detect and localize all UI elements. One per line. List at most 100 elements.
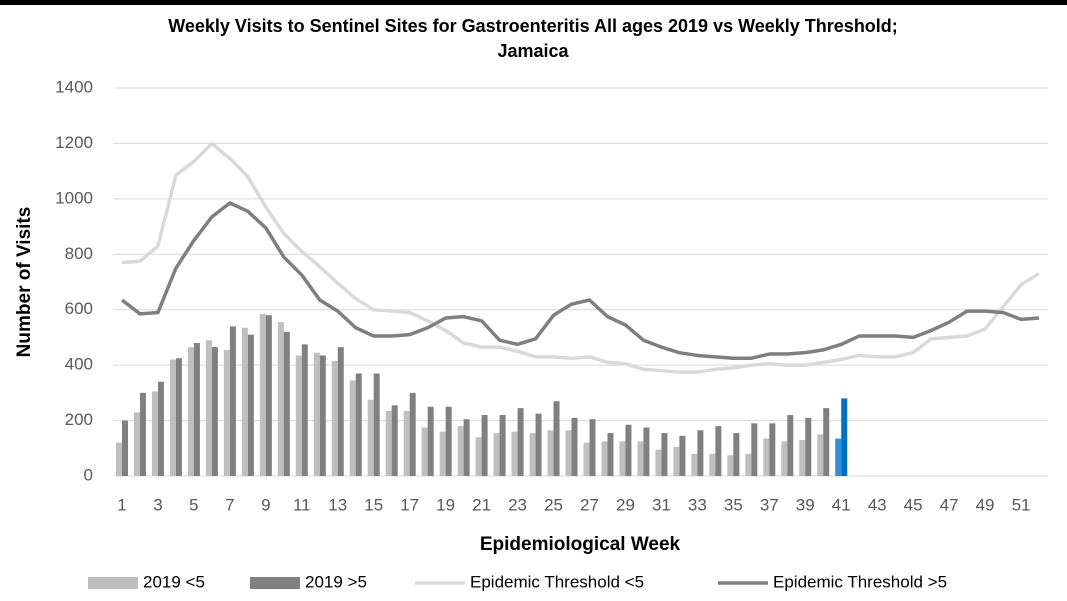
bar — [319, 355, 326, 476]
y-tick-label: 1200 — [55, 133, 93, 152]
y-tick-label: 1400 — [55, 77, 93, 96]
x-tick-label: 19 — [436, 495, 455, 514]
bar — [625, 424, 632, 476]
x-tick-label: 21 — [472, 495, 491, 514]
x-tick-label: 5 — [189, 495, 198, 514]
bar — [697, 430, 704, 476]
bar — [679, 435, 686, 476]
y-tick-label: 600 — [65, 299, 93, 318]
bar — [805, 417, 812, 476]
bar — [259, 313, 266, 476]
bar — [661, 433, 668, 476]
bar — [763, 438, 770, 476]
y-tick-label: 1000 — [55, 188, 93, 207]
bar — [817, 434, 824, 476]
bar — [193, 342, 200, 476]
y-axis-title: Number of Visits — [14, 207, 35, 358]
bar — [421, 427, 428, 476]
x-tick-label: 33 — [688, 495, 707, 514]
x-tick-label: 23 — [508, 495, 527, 514]
x-tick-label: 31 — [652, 495, 671, 514]
bar — [637, 441, 644, 476]
x-tick-label: 47 — [940, 495, 959, 514]
bar — [427, 406, 434, 476]
legend-swatch — [250, 577, 300, 589]
chart-title: Weekly Visits to Sentinel Sites for Gast… — [168, 16, 898, 61]
x-tick-label: 13 — [328, 495, 347, 514]
top-border — [0, 0, 1067, 5]
bar — [313, 352, 320, 476]
bar — [211, 347, 218, 476]
x-tick-label: 29 — [616, 495, 635, 514]
legend-label: 2019 >5 — [305, 572, 367, 591]
legend-swatch — [88, 577, 138, 589]
bar — [349, 380, 356, 476]
bar — [565, 430, 572, 476]
bar — [691, 453, 698, 476]
x-tick-label: 11 — [293, 495, 311, 514]
bar — [367, 399, 374, 476]
bar — [769, 423, 776, 476]
bar — [529, 433, 536, 476]
bar — [511, 431, 518, 476]
bar — [787, 415, 794, 476]
bar — [283, 331, 290, 476]
y-tick-label: 200 — [65, 410, 93, 429]
x-tick-label: 3 — [153, 495, 162, 514]
line — [120, 201, 1040, 360]
x-axis-title: Epidemiological Week — [480, 534, 681, 555]
bar — [643, 427, 650, 476]
bar — [331, 360, 338, 476]
bar — [139, 392, 146, 476]
bar — [535, 413, 542, 476]
x-tick-label: 37 — [760, 495, 779, 514]
x-tick-label: 27 — [580, 495, 599, 514]
bar — [517, 408, 524, 476]
bar — [655, 449, 662, 476]
line — [121, 141, 1040, 374]
bar — [481, 415, 488, 476]
bar — [463, 419, 470, 476]
bar — [457, 426, 464, 476]
bar — [727, 455, 734, 476]
x-tick-label: 25 — [544, 495, 563, 514]
bar — [301, 344, 308, 476]
x-tick-label: 35 — [724, 495, 743, 514]
bar — [589, 419, 596, 476]
bar — [187, 347, 194, 476]
bar — [337, 347, 344, 476]
bar — [403, 410, 410, 476]
bar — [115, 442, 122, 476]
bar — [709, 453, 716, 476]
bar — [409, 392, 416, 476]
bar — [799, 439, 806, 476]
bar — [715, 426, 722, 476]
bar — [169, 359, 176, 476]
bar — [385, 410, 392, 476]
bar — [133, 412, 140, 476]
bar — [673, 446, 680, 476]
bar — [607, 433, 614, 476]
bar — [547, 430, 554, 476]
bar — [277, 322, 284, 476]
x-tick-label: 41 — [832, 495, 851, 514]
x-tick-label: 9 — [261, 495, 270, 514]
bar — [499, 415, 506, 476]
bar — [265, 315, 272, 476]
bar — [841, 398, 848, 476]
bar — [823, 408, 830, 476]
bar — [229, 326, 236, 476]
bar — [391, 405, 398, 476]
x-tick-label: 7 — [225, 495, 234, 514]
x-tick-label: 45 — [904, 495, 923, 514]
legend-label: 2019 <5 — [143, 572, 205, 591]
bar — [121, 420, 128, 476]
bar — [619, 441, 626, 476]
x-tick-label: 1 — [117, 495, 126, 514]
bar — [583, 442, 590, 476]
bar — [571, 417, 578, 476]
bar — [745, 453, 752, 476]
bar — [475, 437, 482, 476]
